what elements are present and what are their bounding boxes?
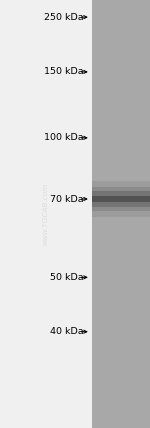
Bar <box>92 187 150 211</box>
Text: 150 kDa: 150 kDa <box>44 67 84 77</box>
Bar <box>92 191 150 207</box>
Text: 40 kDa: 40 kDa <box>50 327 84 336</box>
Text: 250 kDa: 250 kDa <box>44 12 84 22</box>
Bar <box>92 0 150 428</box>
Text: 70 kDa: 70 kDa <box>50 194 84 204</box>
Bar <box>92 181 150 217</box>
Text: 100 kDa: 100 kDa <box>44 133 84 143</box>
Bar <box>92 196 150 202</box>
Text: www.TGCAB.com: www.TGCAB.com <box>42 183 48 245</box>
Text: 50 kDa: 50 kDa <box>50 273 84 282</box>
